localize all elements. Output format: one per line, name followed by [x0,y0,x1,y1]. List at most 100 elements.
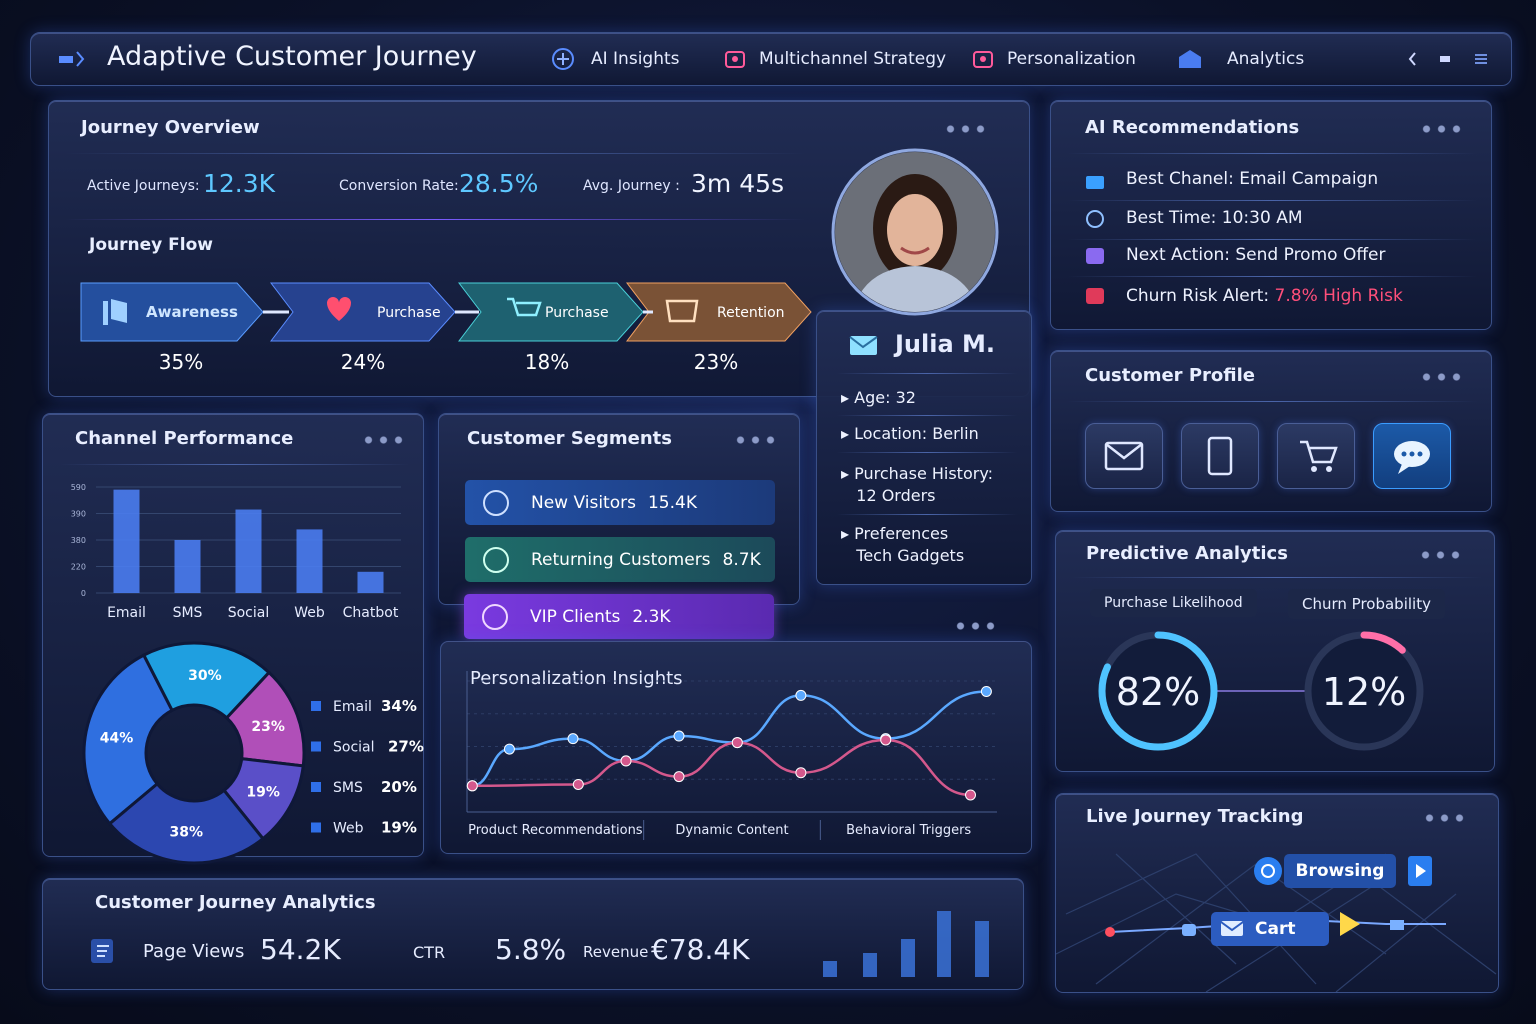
metric-label: Page Views [143,941,245,962]
panel-title: Customer Journey Analytics [95,892,376,913]
gauge-value: 82% [1116,670,1200,714]
pageviews-icon [91,939,113,963]
email-channel-button[interactable] [1085,423,1163,489]
pie-slice [107,781,266,865]
legend-swatch [311,701,321,711]
x-tick-label: Social [228,605,270,621]
series-point [965,789,976,801]
detail-value: Tech Gadgets [856,546,965,565]
stage-pill[interactable]: Browsing [1284,854,1396,888]
metric-label: Revenue [583,943,649,961]
slice-label: 30% [188,668,222,684]
shop-channel-button[interactable] [1277,423,1355,489]
section-label: Dynamic Content [675,823,788,838]
more-menu[interactable] [361,436,405,444]
rec-value: Send Promo Offer [1235,245,1386,265]
more-menu[interactable] [1419,125,1463,133]
detail-item: ▸ Location: Berlin [841,424,979,443]
pie-slice [82,653,175,826]
bar [174,540,201,593]
metric-value: 5.8% [495,933,567,966]
detail-label: Age: [854,388,891,407]
more-menu[interactable] [1418,551,1462,559]
step-share: 23% [694,350,738,374]
gauge-label: Purchase Likelihood [1090,589,1257,617]
y-tick-label: 0 [81,589,86,598]
slice-label: 23% [251,719,285,735]
step-share: 18% [525,350,569,374]
journey-flow: Awareness Purchase Purchase Retention 35… [80,282,812,374]
rec-label: Best Time: [1126,208,1217,228]
segment-row[interactable]: New Visitors 15.4K [465,480,775,525]
personalization-panel: Personalization Insights Product Recomme… [440,641,1032,854]
rec-value: 10:30 AM [1221,208,1303,228]
mail-icon [1220,921,1244,936]
mobile-channel-button[interactable] [1181,423,1259,489]
legend-value: 27% [388,738,424,756]
more-menu[interactable] [1419,373,1463,381]
mail-icon [849,336,878,355]
legend-value: 20% [381,778,417,796]
more-menu[interactable] [1422,814,1466,822]
avatar [831,148,999,316]
rec-value: Email Campaign [1239,169,1379,189]
metric-label: Active Journeys: [87,178,200,194]
slice-label: 19% [246,784,280,800]
pie-slice [141,641,272,721]
more-menu[interactable] [953,622,997,630]
gauge-label: Churn Probability [1288,589,1445,619]
segment-value: 8.7K [722,549,761,570]
customer-name: Julia M. [895,330,996,358]
series-point [980,685,992,697]
detail-label: Purchase History: [854,464,994,483]
cart-icon [1300,440,1338,472]
metric-value: 28.5% [459,169,539,198]
nav-item[interactable]: Analytics [1227,49,1305,69]
chat-channel-button[interactable] [1373,423,1451,489]
nav-item[interactable]: Personalization [1007,49,1136,69]
rec-icons [1086,176,1104,304]
detail-value: Berlin [932,424,979,443]
ai-recommendations-panel: AI Recommendations Best Chanel: Email Ca… [1050,100,1492,330]
legend-swatch [311,741,321,752]
segment-label: Returning Customers [531,549,711,570]
more-menu[interactable] [943,125,987,133]
live-tracking-panel: Live Journey Tracking Browsing Cart [1055,793,1499,993]
y-tick-label: 590 [71,483,86,492]
x-tick-label: Email [107,605,146,621]
y-tick-label: 380 [71,536,86,545]
segment-row[interactable]: VIP Clients 2.3K [464,594,774,639]
segment-label: New Visitors [531,492,636,513]
legend-value: 34% [381,697,417,715]
series-line [472,690,987,788]
app-title: Adaptive Customer Journey [107,41,477,72]
segment-label: VIP Clients [530,606,621,627]
nav-item[interactable]: AI Insights [591,49,680,69]
line-chart: Product Recommendations Dynamic Content Be… [466,671,997,840]
more-menu[interactable] [733,436,777,444]
detail-label: Location: [854,424,928,443]
customer-profile-panel: Customer Profile [1050,350,1492,512]
header-controls[interactable] [1407,50,1497,70]
y-tick-label: 390 [71,510,86,519]
rec-item: Next Action: Send Promo Offer [1126,245,1386,265]
metric-value: 3m 45s [691,169,785,198]
step-share: 35% [159,350,203,374]
metric-value: €78.4K [651,933,750,966]
panel-title: Customer Profile [1085,365,1255,386]
x-tick-label: SMS [173,605,203,621]
legend-name: Web [333,821,364,837]
flow-title: Journey Flow [89,235,213,255]
detail-item: ▸ Preferences Tech Gadgets [841,524,965,565]
segment-row[interactable]: Returning Customers 8.7K [465,537,775,582]
legend-name: SMS [333,780,363,796]
bar [235,509,262,593]
tracking-map [1056,853,1497,992]
nav-item[interactable]: Multichannel Strategy [759,49,947,69]
panel-title: Channel Performance [75,428,294,449]
step-label: Purchase [545,305,609,321]
journey-analytics-panel: Customer Journey Analytics Page Views 54… [42,878,1024,990]
slice-label: 44% [100,730,134,746]
header-bar: Adaptive Customer Journey AI Insights Mu… [30,32,1512,86]
